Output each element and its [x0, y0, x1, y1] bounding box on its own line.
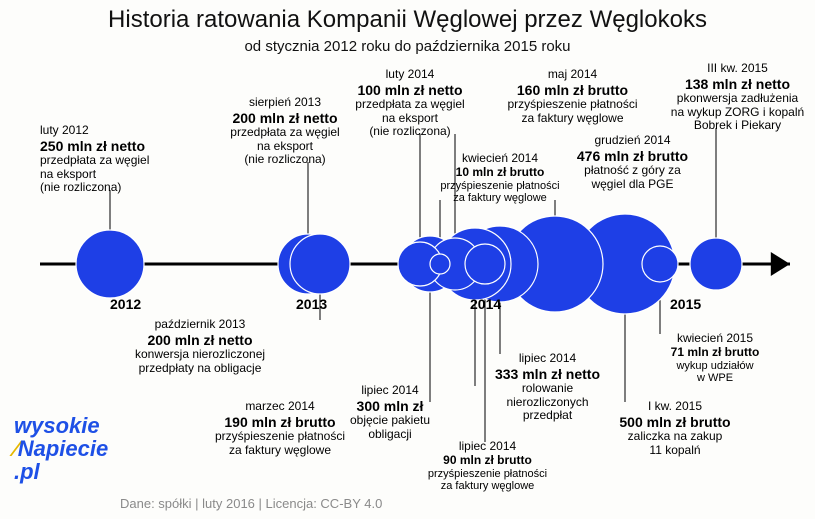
event-e11: grudzień 2014476 mln zł bruttopłatność z…	[545, 134, 720, 191]
event-amount: 71 mln zł brutto	[650, 346, 780, 360]
event-amount: 500 mln zł brutto	[590, 414, 760, 430]
event-amount: 250 mln zł netto	[40, 138, 185, 154]
event-amount: 300 mln zł	[320, 398, 460, 414]
event-amount: 100 mln zł netto	[335, 82, 485, 98]
event-e9: lipiec 201490 mln zł bruttoprzyśpieszeni…	[405, 440, 570, 493]
event-amount: 333 mln zł netto	[470, 366, 625, 382]
year-label: 2012	[110, 296, 141, 312]
event-date: maj 2014	[480, 68, 665, 82]
event-amount: 476 mln zł brutto	[545, 148, 720, 164]
event-date: lipiec 2014	[320, 384, 460, 398]
event-e8: lipiec 2014300 mln złobjęcie pakietuobli…	[320, 384, 460, 441]
event-desc: przedpłata za węgielna eksport(nie rozli…	[335, 98, 485, 139]
event-e1: luty 2012250 mln zł nettoprzedpłata za w…	[40, 124, 185, 195]
year-label: 2013	[296, 296, 327, 312]
event-amount: 200 mln zł netto	[105, 332, 295, 348]
event-desc: wykup udziałóww WPE	[650, 360, 780, 385]
event-e7: maj 2014160 mln zł bruttoprzyśpieszenie …	[480, 68, 665, 125]
event-amount: 138 mln zł netto	[660, 76, 815, 92]
event-desc: pkonwersja zadłużeniana wykup ZORG i kop…	[660, 92, 815, 133]
event-desc: przyśpieszenie płatnościza faktury węglo…	[480, 98, 665, 126]
source-logo: wysokie ⁄Napiecie .pl	[14, 414, 108, 483]
event-e4: luty 2014100 mln zł nettoprzedpłata za w…	[335, 68, 485, 139]
event-date: I kw. 2015	[590, 400, 760, 414]
event-desc: objęcie pakietuobligacji	[320, 414, 460, 442]
event-date: grudzień 2014	[545, 134, 720, 148]
year-label: 2015	[670, 296, 701, 312]
event-date: luty 2014	[335, 68, 485, 82]
event-e3: październik 2013200 mln zł nettokonwersj…	[105, 318, 295, 375]
event-desc: zaliczka na zakup11 kopalń	[590, 430, 760, 458]
event-desc: przyśpieszenie płatnościza faktury węglo…	[405, 468, 570, 493]
event-date: lipiec 2014	[405, 440, 570, 454]
event-e13: kwiecień 201571 mln zł bruttowykup udzia…	[650, 332, 780, 385]
event-desc: przedpłata za węgielna eksport(nie rozli…	[40, 154, 185, 195]
event-date: III kw. 2015	[660, 62, 815, 76]
event-e12: I kw. 2015500 mln zł bruttozaliczka na z…	[590, 400, 760, 457]
event-desc: płatność z góry zawęgiel dla PGE	[545, 164, 720, 192]
event-date: luty 2012	[40, 124, 185, 138]
event-desc: konwersja nierozliczonejprzedpłaty na ob…	[105, 348, 295, 376]
event-date: kwiecień 2015	[650, 332, 780, 346]
year-label: 2014	[470, 296, 501, 312]
event-amount: 160 mln zł brutto	[480, 82, 665, 98]
event-date: październik 2013	[105, 318, 295, 332]
event-e14: III kw. 2015138 mln zł nettopkonwersja z…	[660, 62, 815, 133]
event-date: lipiec 2014	[470, 352, 625, 366]
event-amount: 90 mln zł brutto	[405, 454, 570, 468]
footer-credits: Dane: spółki | luty 2016 | Licencja: CC-…	[120, 496, 382, 511]
